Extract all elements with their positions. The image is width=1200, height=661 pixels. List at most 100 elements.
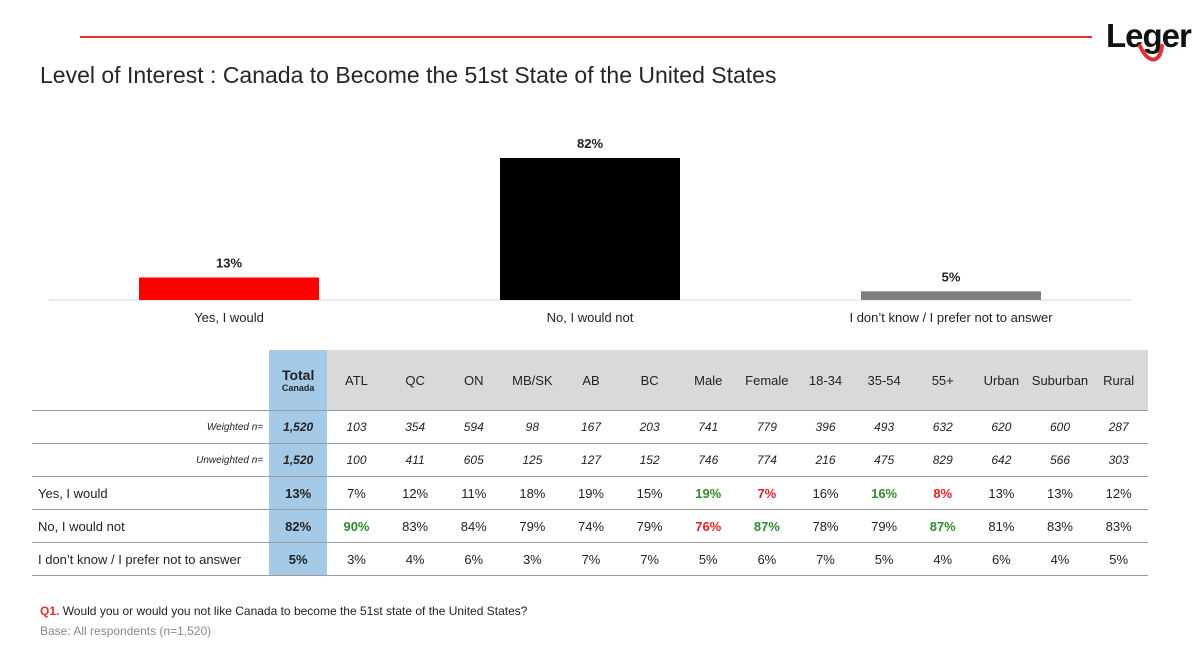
total-cell: 82% [269, 509, 328, 543]
bar-value-label-2: 82% [577, 136, 603, 151]
table-cell: 4% [1030, 542, 1090, 576]
header-col-18-34: 18-34 [796, 350, 855, 411]
table-cell: 98 [503, 410, 562, 444]
table-cell: 203 [620, 410, 679, 444]
table-row: No, I would not 82% 90% 83% 84% 79% 74% 79% 76% 8… [32, 509, 1148, 543]
category-label-1: Yes, I would [194, 310, 264, 325]
table-cell: 79% [503, 509, 562, 543]
table-cell: 76% [678, 509, 738, 543]
bar-value-label-3: 5% [942, 269, 961, 284]
row-label: No, I would not [32, 509, 270, 543]
table-cell: 152 [620, 443, 679, 477]
header-col-male: Male [678, 350, 738, 411]
logo-swoosh-icon [1138, 44, 1164, 62]
table-cell: 566 [1030, 443, 1090, 477]
row-label: Yes, I would [32, 476, 270, 510]
crosstab-table: Total Canada ATL QC ON MB/SK AB BC Male Female 1… [32, 350, 1148, 576]
header-blank [32, 350, 270, 411]
table-cell: 600 [1030, 410, 1090, 444]
table-cell: 7% [737, 476, 797, 510]
table-cell: 6% [737, 542, 797, 576]
table-cell: 493 [854, 410, 914, 444]
table-row: I don’t know / I prefer not to answer 5% 3… [32, 542, 1148, 576]
table-cell: 7% [327, 476, 386, 510]
logo-wordmark: Leger [1106, 17, 1192, 54]
table-cell: 87% [913, 509, 973, 543]
header-col-mb-sk: MB/SK [503, 350, 562, 411]
table-cell: 5% [854, 542, 914, 576]
table-cell: 83% [1030, 509, 1090, 543]
table-row: Yes, I would 13% 7% 12% 11% 18% 19% 15% 19% 7% 16%… [32, 476, 1148, 510]
bar-1 [139, 277, 319, 300]
table-cell: 475 [854, 443, 914, 477]
page-title: Level of Interest : Canada to Become the… [40, 62, 777, 88]
table-cell: 779 [737, 410, 797, 444]
table-cell: 83% [1089, 509, 1148, 543]
table-cell: 12% [1089, 476, 1148, 510]
table-cell: 4% [913, 542, 973, 576]
table-cell: 354 [385, 410, 445, 444]
table-cell: 774 [737, 443, 797, 477]
table-cell: 125 [503, 443, 562, 477]
table-cell: 746 [678, 443, 738, 477]
table-cell: 103 [327, 410, 386, 444]
table-cell: 100 [327, 443, 386, 477]
row-label: Weighted n= [32, 410, 270, 444]
table-cell: 8% [913, 476, 973, 510]
table-cell: 396 [796, 410, 855, 444]
table-cell: 84% [444, 509, 504, 543]
table-cell: 90% [327, 509, 386, 543]
bar-2 [500, 158, 680, 300]
table-header-row: Total Canada ATL QC ON MB/SK AB BC Male Female 1… [32, 350, 1148, 411]
table-cell: 18% [503, 476, 562, 510]
header-col-suburban: Suburban [1030, 350, 1090, 411]
table-row: Unweighted n= 1,520 100 411 605 125 127 152 746 7… [32, 443, 1148, 477]
table-cell: 829 [913, 443, 973, 477]
table-cell: 741 [678, 410, 738, 444]
header-col-55-: 55+ [913, 350, 973, 411]
table-cell: 13% [972, 476, 1031, 510]
header-col-on: ON [444, 350, 504, 411]
table-cell: 81% [972, 509, 1031, 543]
header-col-urban: Urban [972, 350, 1031, 411]
table-cell: 78% [796, 509, 855, 543]
table-cell: 4% [385, 542, 445, 576]
header-col-35-54: 35-54 [854, 350, 914, 411]
table-cell: 3% [327, 542, 386, 576]
table-cell: 6% [972, 542, 1031, 576]
table-cell: 7% [620, 542, 679, 576]
table-cell: 642 [972, 443, 1031, 477]
header-col-atl: ATL [327, 350, 386, 411]
table-cell: 3% [503, 542, 562, 576]
table-body: Weighted n= 1,520 103 354 594 98 167 203 741 779 3… [32, 410, 1148, 576]
header-total-sub: Canada [281, 383, 315, 393]
table-cell: 216 [796, 443, 855, 477]
table-cell: 12% [385, 476, 445, 510]
header-col-qc: QC [385, 350, 445, 411]
table-cell: 411 [385, 443, 445, 477]
table-row: Weighted n= 1,520 103 354 594 98 167 203 741 779 3… [32, 410, 1148, 444]
category-label-3: I don’t know / I prefer not to answer [849, 310, 1053, 325]
table-cell: 16% [854, 476, 914, 510]
table-cell: 79% [620, 509, 679, 543]
table-cell: 5% [1089, 542, 1148, 576]
table-cell: 19% [561, 476, 621, 510]
total-cell: 1,520 [269, 443, 328, 477]
table-cell: 7% [796, 542, 855, 576]
row-label: Unweighted n= [32, 443, 270, 477]
total-cell: 1,520 [269, 410, 328, 444]
leger-logo: Leger [1106, 16, 1192, 68]
table-cell: 79% [854, 509, 914, 543]
table-cell: 13% [1030, 476, 1090, 510]
bar-chart: 13% Yes, I would 82% No, I would not 5% I don… [0, 110, 1200, 340]
bar-value-label-1: 13% [216, 255, 242, 270]
question-footnote: Q1. Would you or would you not like Cana… [40, 604, 527, 618]
header-total-main: Total [281, 367, 315, 383]
table-cell: 16% [796, 476, 855, 510]
question-id: Q1. [40, 604, 60, 618]
table-cell: 74% [561, 509, 621, 543]
header-total: Total Canada [269, 350, 328, 411]
table-cell: 19% [678, 476, 738, 510]
header-col-ab: AB [561, 350, 621, 411]
header-col-rural: Rural [1089, 350, 1148, 411]
